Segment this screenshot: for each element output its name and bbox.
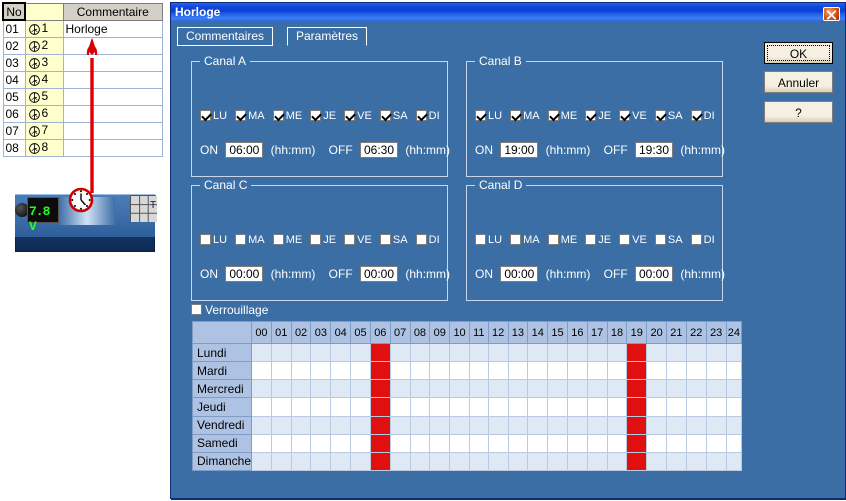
svg-text:T: T	[150, 200, 156, 211]
